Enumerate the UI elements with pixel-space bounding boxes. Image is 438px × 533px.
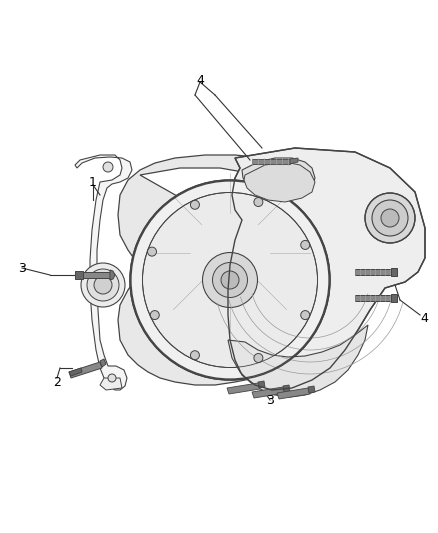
Polygon shape xyxy=(283,385,290,392)
Ellipse shape xyxy=(81,263,125,307)
Ellipse shape xyxy=(254,198,263,206)
Ellipse shape xyxy=(130,180,330,380)
Polygon shape xyxy=(100,378,122,390)
Ellipse shape xyxy=(94,276,112,294)
Ellipse shape xyxy=(150,311,159,320)
Ellipse shape xyxy=(212,262,247,297)
Text: 4: 4 xyxy=(420,311,428,325)
Polygon shape xyxy=(69,362,102,378)
Ellipse shape xyxy=(87,269,119,301)
Polygon shape xyxy=(228,148,425,390)
Polygon shape xyxy=(100,359,106,367)
Ellipse shape xyxy=(103,162,113,172)
Ellipse shape xyxy=(301,311,310,320)
Ellipse shape xyxy=(221,271,239,289)
Polygon shape xyxy=(391,268,397,276)
Text: 4: 4 xyxy=(196,74,204,86)
Polygon shape xyxy=(75,271,83,279)
Polygon shape xyxy=(118,155,355,385)
Polygon shape xyxy=(355,269,391,275)
Text: 1: 1 xyxy=(89,175,97,189)
Polygon shape xyxy=(244,162,315,202)
Polygon shape xyxy=(277,388,310,399)
Ellipse shape xyxy=(301,240,310,249)
Polygon shape xyxy=(242,158,315,200)
Polygon shape xyxy=(228,325,368,397)
Ellipse shape xyxy=(372,200,408,236)
Text: 2: 2 xyxy=(53,376,61,389)
Polygon shape xyxy=(391,294,397,302)
Ellipse shape xyxy=(191,351,199,360)
Ellipse shape xyxy=(148,247,156,256)
Text: 3: 3 xyxy=(18,262,26,274)
Polygon shape xyxy=(75,272,110,278)
Ellipse shape xyxy=(202,253,258,308)
Polygon shape xyxy=(75,155,132,390)
Ellipse shape xyxy=(254,353,263,362)
Polygon shape xyxy=(227,383,260,394)
Ellipse shape xyxy=(108,374,116,382)
Ellipse shape xyxy=(365,193,415,243)
Polygon shape xyxy=(308,386,315,393)
Polygon shape xyxy=(69,368,82,376)
Polygon shape xyxy=(252,387,285,398)
Polygon shape xyxy=(110,270,115,280)
Polygon shape xyxy=(355,295,391,301)
Polygon shape xyxy=(290,158,298,164)
Ellipse shape xyxy=(142,192,318,367)
Text: 3: 3 xyxy=(266,393,274,407)
Polygon shape xyxy=(252,159,290,164)
Polygon shape xyxy=(258,381,265,388)
Ellipse shape xyxy=(191,200,199,209)
Ellipse shape xyxy=(381,209,399,227)
